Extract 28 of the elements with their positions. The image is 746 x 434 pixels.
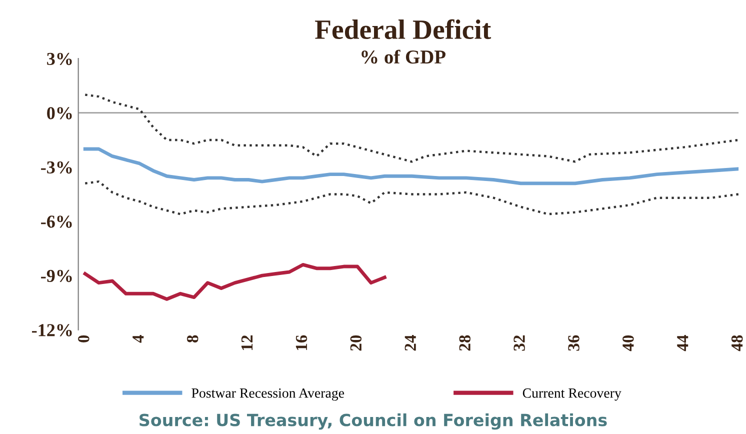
x-tick-label: 44 bbox=[677, 335, 688, 352]
x-tick-label: 16 bbox=[296, 335, 308, 350]
x-tick-label: 48 bbox=[731, 335, 743, 352]
source-note: Source: US Treasury, Council on Foreign Relations bbox=[140, 413, 607, 430]
legend-label: Current Recovery bbox=[522, 388, 622, 401]
x-tick-label: 24 bbox=[404, 335, 416, 351]
y-tick-label: -3% bbox=[41, 161, 72, 174]
x-tick-label: 28 bbox=[459, 335, 470, 351]
line-series bbox=[84, 94, 739, 163]
y-tick-label: -12% bbox=[32, 324, 72, 336]
y-tick-label: -6% bbox=[41, 216, 72, 228]
x-tick-label: 36 bbox=[568, 335, 580, 351]
y-tick-label: 3% bbox=[47, 52, 72, 66]
legend-label: Postwar Recession Average bbox=[192, 388, 344, 401]
y-tick-label: -9% bbox=[41, 270, 72, 282]
chart-title: Federal Deficit bbox=[315, 19, 492, 40]
x-tick-label: 20 bbox=[350, 335, 362, 351]
x-tick-label: 32 bbox=[514, 335, 525, 351]
line-series bbox=[83, 147, 739, 186]
chart-subtitle: % of GDP bbox=[362, 50, 446, 64]
x-tick-label: 8 bbox=[186, 335, 198, 342]
x-tick-label: 40 bbox=[622, 335, 634, 352]
line-series bbox=[83, 263, 386, 301]
x-tick-label: 12 bbox=[241, 335, 252, 350]
line-series bbox=[84, 180, 739, 216]
x-tick-label: 0 bbox=[78, 335, 90, 342]
x-tick-label: 4 bbox=[132, 335, 144, 343]
y-tick-label: 0% bbox=[47, 107, 72, 120]
